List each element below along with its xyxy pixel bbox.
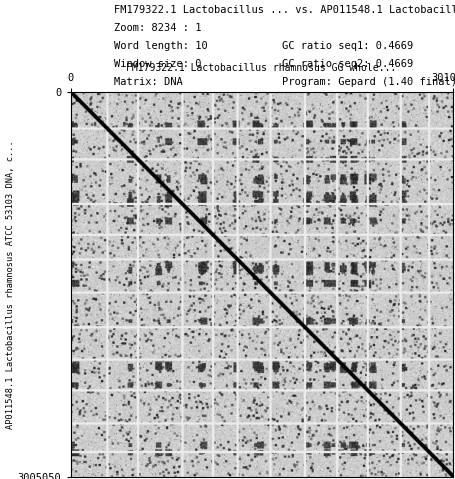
- Text: Window size: 0: Window size: 0: [114, 59, 201, 69]
- Text: Program: Gepard (1.40 final): Program: Gepard (1.40 final): [282, 78, 455, 88]
- Text: FM179322.1 Lactobacillus ... vs. AP011548.1 Lactobacillus ...: FM179322.1 Lactobacillus ... vs. AP01154…: [114, 4, 455, 14]
- X-axis label: FM179322.1 Lactobacillus rhamnosus GG whole...: FM179322.1 Lactobacillus rhamnosus GG wh…: [126, 63, 397, 73]
- Text: Word length: 10: Word length: 10: [114, 41, 207, 51]
- Text: GC ratio seq1: 0.4669: GC ratio seq1: 0.4669: [282, 41, 413, 51]
- Text: Zoom: 8234 : 1: Zoom: 8234 : 1: [114, 23, 201, 33]
- Y-axis label: AP011548.1 Lactobacillus rhamnosus ATCC 53103 DNA, c...: AP011548.1 Lactobacillus rhamnosus ATCC …: [6, 140, 15, 429]
- Text: Matrix: DNA: Matrix: DNA: [114, 78, 182, 88]
- Text: GC ratio seq2: 0.4669: GC ratio seq2: 0.4669: [282, 59, 413, 69]
